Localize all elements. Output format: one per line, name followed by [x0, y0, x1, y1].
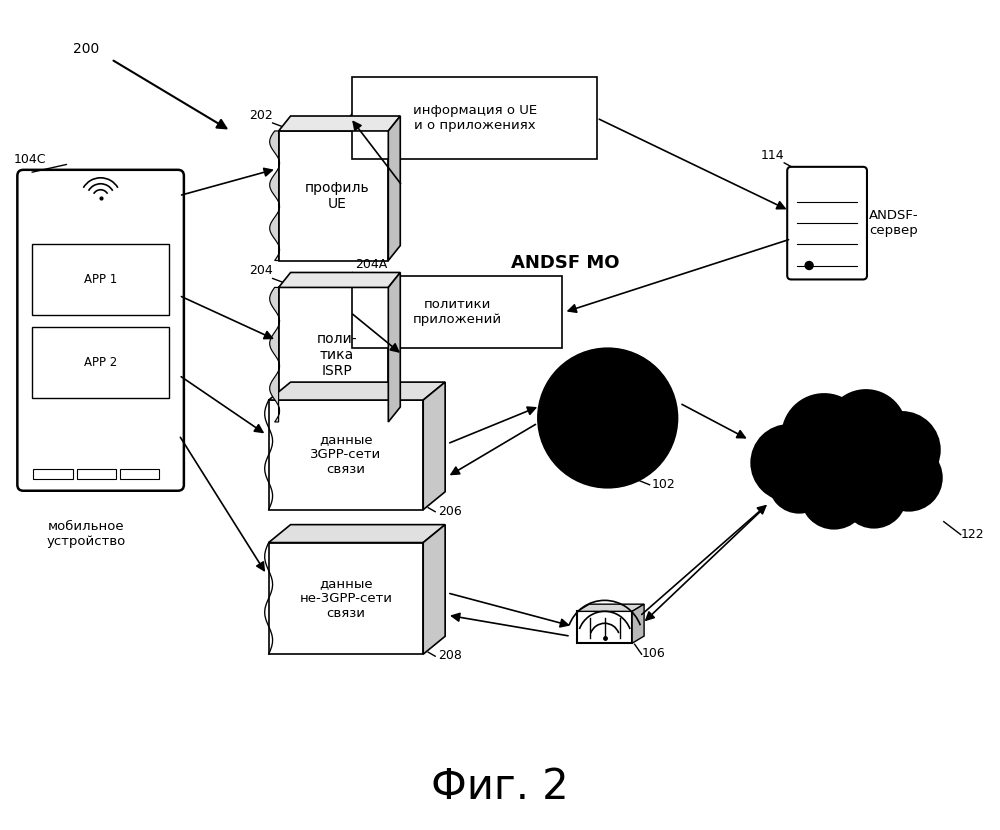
Text: 204A: 204A: [355, 258, 388, 271]
FancyBboxPatch shape: [17, 170, 184, 491]
Text: 106: 106: [642, 647, 665, 660]
Text: 202: 202: [249, 109, 273, 122]
Text: 204: 204: [249, 265, 273, 277]
Text: профиль
UE: профиль UE: [305, 181, 369, 211]
Text: политики
приложений: политики приложений: [413, 298, 502, 326]
Text: сеть связи
(например, Интернет): сеть связи (например, Интернет): [766, 449, 922, 477]
Polygon shape: [388, 116, 400, 261]
Circle shape: [782, 394, 866, 478]
Text: 102: 102: [652, 478, 675, 491]
Polygon shape: [269, 400, 423, 510]
Polygon shape: [279, 131, 388, 261]
Polygon shape: [120, 469, 159, 479]
Circle shape: [769, 453, 829, 513]
Polygon shape: [577, 612, 632, 643]
Circle shape: [864, 412, 940, 488]
Polygon shape: [577, 604, 644, 612]
Polygon shape: [632, 604, 644, 643]
Text: данные
3GPP-сети
связи: данные 3GPP-сети связи: [310, 433, 382, 476]
Circle shape: [805, 261, 813, 270]
Circle shape: [801, 463, 867, 529]
Text: данные
не-3GPP-сети
связи: данные не-3GPP-сети связи: [299, 577, 392, 620]
Polygon shape: [270, 131, 280, 261]
Text: информация о UE
и о приложениях: информация о UE и о приложениях: [413, 104, 537, 132]
Polygon shape: [77, 469, 116, 479]
Polygon shape: [279, 116, 400, 131]
Text: поли-
тика
ISRP: поли- тика ISRP: [317, 331, 357, 378]
Text: APP 1: APP 1: [84, 273, 117, 286]
Text: ANDSF-
сервер: ANDSF- сервер: [869, 208, 919, 237]
Text: 208: 208: [438, 649, 462, 662]
Text: 200: 200: [73, 42, 99, 56]
Circle shape: [751, 425, 827, 500]
Text: 206: 206: [438, 505, 462, 518]
Polygon shape: [352, 276, 562, 349]
Polygon shape: [32, 327, 169, 398]
Text: Фиг. 2: Фиг. 2: [431, 766, 569, 808]
FancyBboxPatch shape: [787, 167, 867, 280]
Polygon shape: [33, 469, 73, 479]
Text: ANDSF MO: ANDSF MO: [511, 253, 619, 271]
Polygon shape: [279, 287, 388, 422]
Polygon shape: [269, 543, 423, 654]
Text: мобильное
устройство: мобильное устройство: [47, 520, 126, 548]
Circle shape: [538, 349, 678, 488]
Text: 104C: 104C: [13, 153, 46, 166]
Polygon shape: [32, 244, 169, 315]
Circle shape: [826, 390, 906, 470]
Text: 202A: 202A: [355, 99, 388, 112]
Text: 114: 114: [761, 149, 784, 162]
Polygon shape: [269, 382, 445, 400]
Polygon shape: [270, 287, 280, 422]
Text: 122: 122: [961, 528, 984, 540]
Polygon shape: [279, 272, 400, 287]
Polygon shape: [423, 525, 445, 654]
Circle shape: [876, 445, 942, 510]
Polygon shape: [269, 525, 445, 543]
Circle shape: [842, 464, 906, 528]
Polygon shape: [423, 382, 445, 510]
Polygon shape: [352, 77, 597, 159]
Text: APP 2: APP 2: [84, 356, 117, 369]
Polygon shape: [388, 272, 400, 422]
